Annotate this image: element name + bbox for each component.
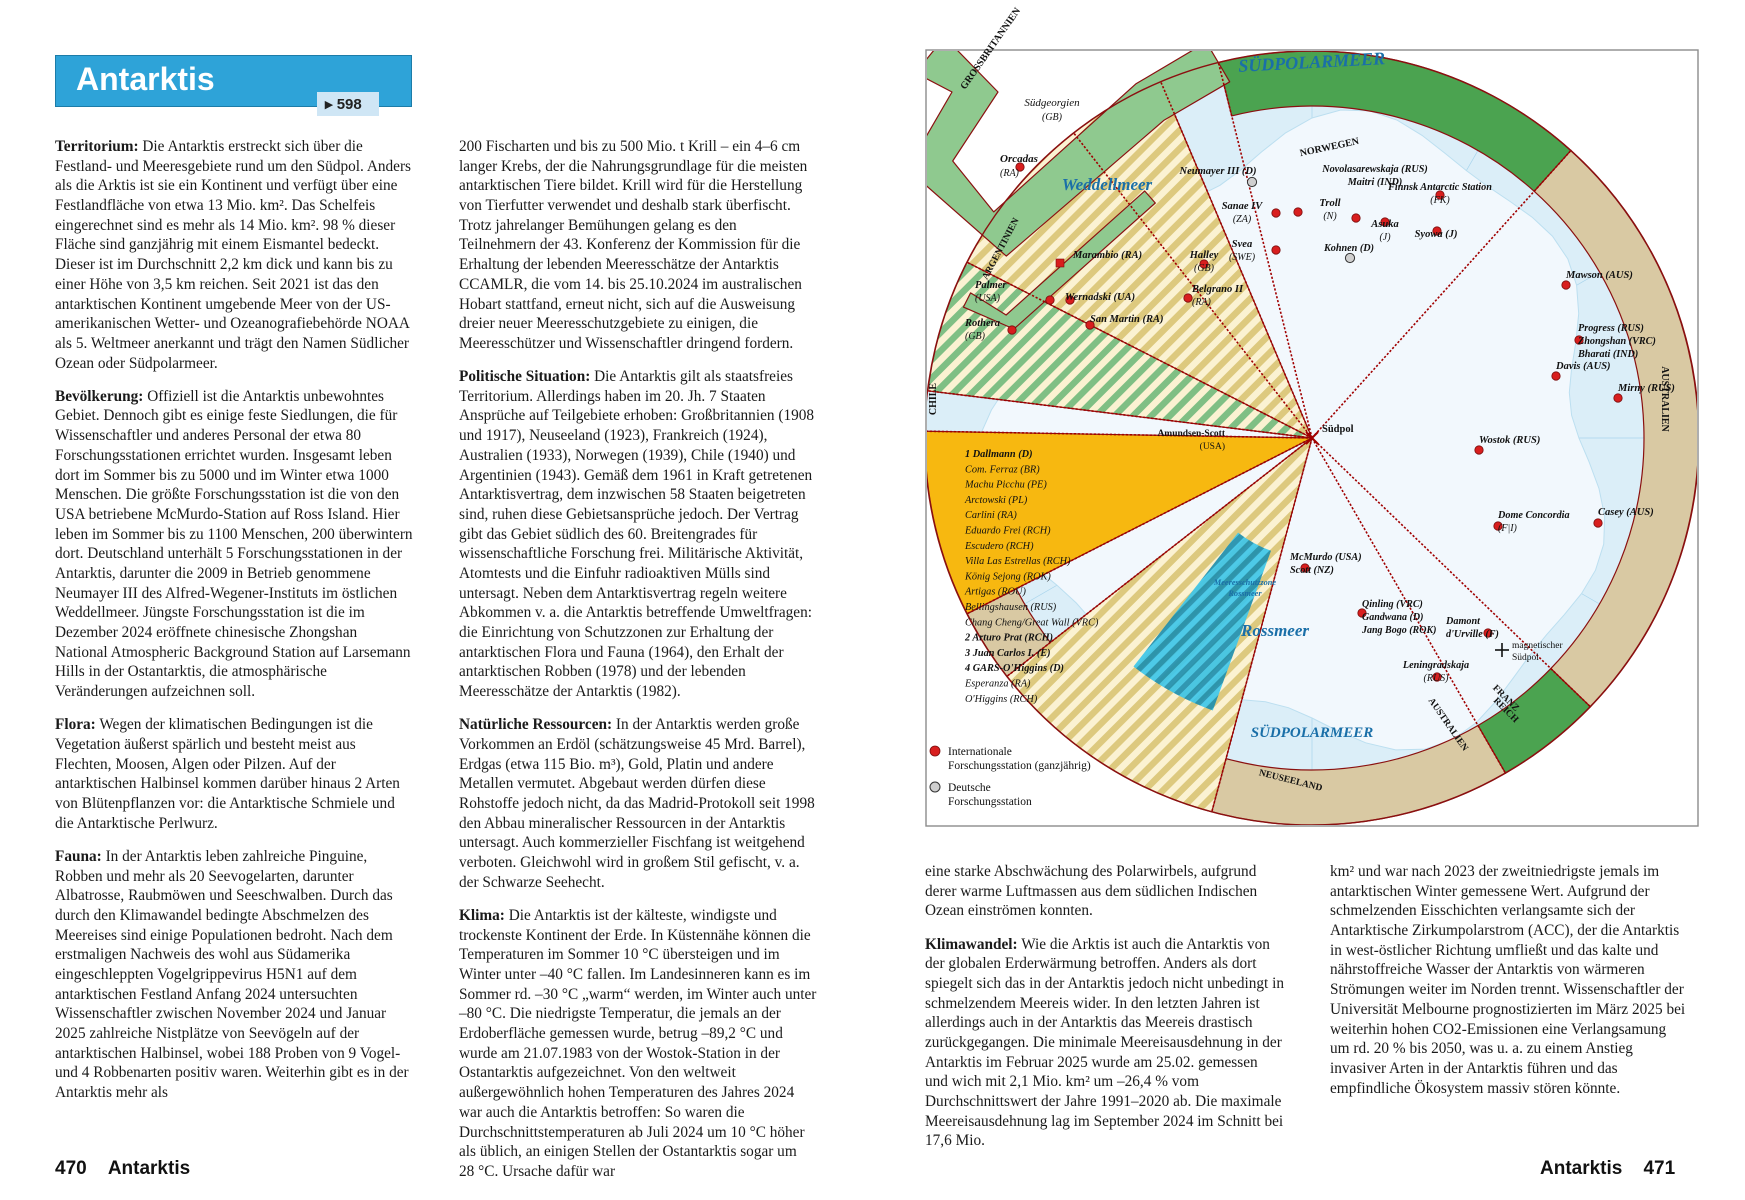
svg-text:Escudero (RCH): Escudero (RCH): [964, 541, 1034, 552]
svg-text:(FK): (FK): [1430, 195, 1450, 206]
svg-text:Rossmeer: Rossmeer: [1227, 589, 1262, 598]
svg-text:Esperanza (RA): Esperanza (RA): [964, 679, 1031, 690]
svg-text:McMurdo (USA): McMurdo (USA): [1289, 552, 1362, 563]
svg-text:CHILE: CHILE: [928, 383, 939, 416]
svg-text:Davis (AUS): Davis (AUS): [1555, 361, 1611, 372]
svg-text:Forschungsstation (ganzjährig): Forschungsstation (ganzjährig): [948, 760, 1091, 772]
svg-text:Weddellmeer: Weddellmeer: [1062, 175, 1153, 194]
svg-text:Orcadas: Orcadas: [1000, 153, 1038, 165]
svg-text:König Sejong (ROK): König Sejong (ROK): [964, 571, 1051, 582]
svg-text:Syowa (J): Syowa (J): [1415, 229, 1458, 240]
svg-text:Carlini (RA): Carlini (RA): [965, 510, 1017, 521]
svg-text:Leningradskaja: Leningradskaja: [1402, 660, 1469, 671]
svg-text:(GB): (GB): [1042, 112, 1063, 123]
svg-text:(GB): (GB): [1194, 263, 1215, 274]
svg-text:magnetischer: magnetischer: [1512, 641, 1563, 651]
svg-text:Gandwana (D): Gandwana (D): [1362, 612, 1423, 623]
svg-text:2 Arturo Prat (RCH): 2 Arturo Prat (RCH): [964, 633, 1053, 644]
svg-text:Wostok (RUS): Wostok (RUS): [1479, 435, 1540, 446]
svg-text:Marambio (RA): Marambio (RA): [1072, 250, 1142, 261]
svg-text:Wernadski (UA): Wernadski (UA): [1065, 292, 1135, 303]
svg-text:Palmer: Palmer: [975, 280, 1007, 291]
svg-text:4 GARS-O'Higgins (D): 4 GARS-O'Higgins (D): [964, 663, 1064, 674]
svg-text:Com. Ferraz (BR): Com. Ferraz (BR): [965, 464, 1040, 475]
svg-text:(RA): (RA): [1000, 168, 1020, 179]
svg-text:Forschungsstation: Forschungsstation: [948, 796, 1032, 808]
svg-text:(RUS): (RUS): [1424, 673, 1450, 684]
svg-text:(GB): (GB): [965, 331, 986, 342]
svg-text:(N): (N): [1323, 211, 1337, 222]
svg-text:Kohnen (D): Kohnen (D): [1323, 243, 1374, 254]
svg-text:Internationale: Internationale: [948, 746, 1012, 758]
svg-text:Eduardo Frei (RCH): Eduardo Frei (RCH): [964, 526, 1051, 537]
svg-text:Machu Picchu (PE): Machu Picchu (PE): [964, 480, 1047, 491]
svg-text:San Martin (RA): San Martin (RA): [1090, 314, 1164, 325]
svg-text:Jang Bogo (ROK): Jang Bogo (ROK): [1361, 625, 1436, 636]
svg-text:d'Urville (F): d'Urville (F): [1446, 629, 1499, 640]
svg-text:Svea: Svea: [1232, 239, 1252, 250]
svg-text:Artigas (ROU): Artigas (ROU): [964, 587, 1026, 598]
svg-text:Rossmeer: Rossmeer: [1240, 621, 1309, 640]
svg-text:Scott (NZ): Scott (NZ): [1290, 565, 1334, 576]
svg-text:1 Dallmann (D): 1 Dallmann (D): [965, 449, 1033, 460]
svg-text:(USA): (USA): [1200, 441, 1225, 452]
svg-text:Neumayer III (D): Neumayer III (D): [1179, 166, 1257, 177]
svg-text:Bellingshausen (RUS): Bellingshausen (RUS): [965, 602, 1057, 613]
svg-text:Südgeorgien: Südgeorgien: [1024, 97, 1080, 109]
svg-text:(J): (J): [1379, 232, 1391, 243]
svg-text:(USA): (USA): [975, 293, 1001, 304]
svg-text:SÜDPOLARMEER: SÜDPOLARMEER: [1251, 724, 1374, 741]
svg-text:AUSTRALIEN: AUSTRALIEN: [1659, 366, 1670, 432]
svg-text:Arctowski (PL): Arctowski (PL): [964, 495, 1028, 506]
svg-text:Troll: Troll: [1319, 198, 1340, 209]
svg-text:Casey (AUS): Casey (AUS): [1598, 507, 1654, 518]
svg-text:Dome Concordia: Dome Concordia: [1497, 510, 1570, 521]
svg-text:(F|I): (F|I): [1498, 523, 1518, 534]
svg-text:Qinling (VRC): Qinling (VRC): [1362, 599, 1423, 610]
svg-text:Progress (RUS): Progress (RUS): [1578, 323, 1644, 334]
svg-text:Chang Cheng/Great Wall (VRC): Chang Cheng/Great Wall (VRC): [965, 617, 1099, 628]
svg-text:Damont: Damont: [1445, 616, 1481, 627]
svg-text:Mawson (AUS): Mawson (AUS): [1565, 270, 1633, 281]
svg-text:Novolasarewskaja (RUS): Novolasarewskaja (RUS): [1321, 164, 1428, 175]
svg-text:Rothera: Rothera: [964, 318, 1000, 329]
svg-text:(SWE): (SWE): [1229, 252, 1256, 263]
svg-text:Asuka: Asuka: [1370, 219, 1398, 230]
svg-text:Finnsk Antarctic Station: Finnsk Antarctic Station: [1387, 182, 1492, 193]
svg-text:Sanae IV: Sanae IV: [1222, 201, 1264, 212]
svg-text:Halley: Halley: [1189, 250, 1219, 261]
svg-text:(RA): (RA): [1192, 297, 1212, 308]
svg-text:3 Juan Carlos I. (E): 3 Juan Carlos I. (E): [964, 648, 1051, 659]
svg-text:Meeresschutzzone: Meeresschutzzone: [1213, 578, 1277, 587]
svg-text:O'Higgins (RCH): O'Higgins (RCH): [965, 694, 1038, 705]
svg-text:Belgrano II: Belgrano II: [1191, 284, 1244, 295]
svg-text:Villa Las Estrellas (RCH): Villa Las Estrellas (RCH): [965, 556, 1071, 567]
svg-text:Südpol: Südpol: [1512, 653, 1539, 663]
svg-text:Zhongshan (VRC): Zhongshan (VRC): [1577, 336, 1656, 347]
svg-text:Bharati (IND): Bharati (IND): [1577, 349, 1638, 360]
svg-text:(ZA): (ZA): [1233, 214, 1252, 225]
svg-text:Amundsen-Scott: Amundsen-Scott: [1157, 429, 1225, 439]
svg-text:Deutsche: Deutsche: [948, 782, 991, 794]
svg-text:Südpol: Südpol: [1322, 424, 1354, 435]
